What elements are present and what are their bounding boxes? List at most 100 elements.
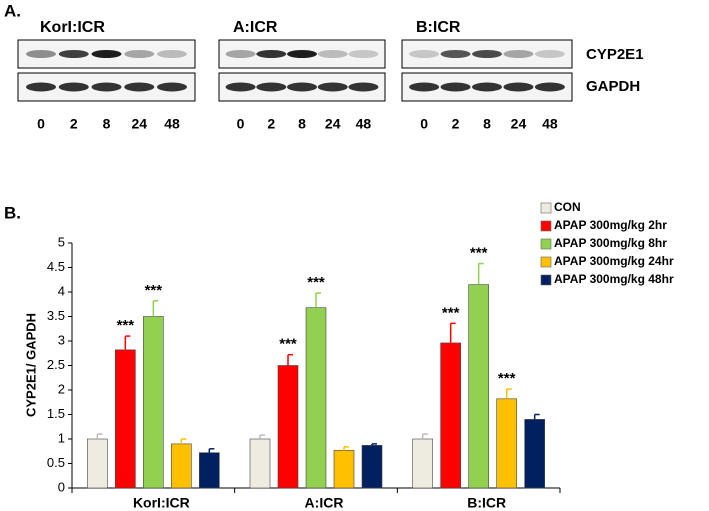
lane-label: 48 [542, 116, 558, 132]
bar [361, 445, 383, 489]
significance: *** [117, 317, 135, 334]
blot-band [58, 50, 89, 58]
lane-label: 2 [452, 116, 460, 132]
y-tick-label: 0 [58, 479, 65, 494]
y-tick-label: 3 [58, 332, 65, 347]
blot-band [58, 82, 89, 92]
x-tick-label: B:ICR [467, 495, 506, 511]
blot-band [256, 50, 287, 58]
significance: *** [145, 282, 163, 299]
bar [171, 443, 192, 489]
lane-label: 24 [325, 116, 341, 132]
blot-band [91, 82, 122, 92]
lane-label: 8 [483, 116, 491, 132]
y-tick-label: 3.5 [47, 308, 65, 323]
blot-band [348, 50, 379, 58]
lane-label: 0 [237, 116, 245, 132]
blot-band [472, 50, 502, 58]
y-tick-label: 2 [58, 381, 65, 396]
blot-band [534, 50, 565, 58]
group-label: KorI:ICR [40, 19, 105, 36]
blot-band [348, 82, 379, 92]
bar [496, 398, 517, 489]
panel-label: A. [4, 1, 21, 20]
legend-swatch [540, 220, 552, 232]
bar [87, 438, 108, 489]
blot-band [287, 50, 317, 58]
lane-label: 0 [37, 116, 45, 132]
group-label: B:ICR [416, 19, 461, 36]
bar [115, 349, 136, 489]
x-tick-label: KorI:ICR [133, 495, 190, 511]
lane-label: 48 [164, 116, 180, 132]
bar [249, 438, 271, 489]
blot-band [409, 50, 440, 58]
blot-band [472, 82, 502, 92]
blot-band [440, 82, 471, 92]
bar [305, 307, 327, 489]
y-tick-label: 1.5 [47, 406, 65, 421]
bar [412, 438, 433, 489]
legend-swatch [540, 238, 552, 250]
blot-band [156, 50, 187, 58]
blot-band [91, 50, 122, 58]
panel-label: B. [4, 203, 21, 222]
legend-swatch [540, 274, 552, 286]
blot-band [409, 82, 440, 92]
blot-band [124, 50, 155, 58]
bar [199, 452, 220, 489]
y-axis-title: CYP2E1/ GAPDH [23, 313, 38, 417]
blot-band [317, 50, 348, 58]
blot-band [156, 82, 187, 92]
significance: *** [470, 245, 488, 262]
legend-label: APAP 300mg/kg 2hr [554, 218, 667, 232]
legend-label: APAP 300mg/kg 8hr [554, 236, 667, 250]
significance: *** [279, 336, 297, 353]
legend-swatch [540, 202, 552, 214]
blot-band [225, 82, 256, 92]
bar [440, 342, 461, 489]
blot-band [534, 82, 565, 92]
lane-label: 8 [103, 116, 111, 132]
y-tick-label: 1 [58, 430, 65, 445]
lane-label: 24 [131, 116, 147, 132]
bar [333, 449, 355, 489]
blot-band [503, 82, 534, 92]
bar [524, 419, 545, 489]
blot-band [503, 50, 534, 58]
blot-band [26, 50, 57, 58]
blot-band [317, 82, 348, 92]
y-tick-label: 2.5 [47, 357, 65, 372]
lane-label: 48 [356, 116, 372, 132]
y-tick-label: 4 [58, 283, 65, 298]
legend-label: CON [554, 200, 581, 214]
legend-label: APAP 300mg/kg 24hr [554, 254, 674, 268]
lane-label: 2 [70, 116, 78, 132]
y-tick-label: 4.5 [47, 259, 65, 274]
blot-band [256, 82, 287, 92]
legend-label: APAP 300mg/kg 48hr [554, 272, 674, 286]
bar [143, 316, 164, 489]
lane-label: 2 [267, 116, 275, 132]
y-tick-label: 5 [58, 234, 65, 249]
bar [277, 365, 299, 489]
protein-label: CYP2E1 [586, 46, 644, 63]
lane-label: 8 [298, 116, 306, 132]
x-tick-label: A:ICR [305, 495, 344, 511]
legend-swatch [540, 256, 552, 268]
blot-band [225, 50, 256, 58]
significance: *** [498, 370, 516, 387]
blot-band [26, 82, 57, 92]
bar [468, 284, 489, 489]
lane-label: 24 [511, 116, 527, 132]
blot-band [287, 82, 317, 92]
significance: *** [442, 304, 460, 321]
protein-label: GAPDH [586, 78, 640, 95]
significance: *** [307, 274, 325, 291]
blot-band [440, 50, 471, 58]
blot-band [124, 82, 155, 92]
group-label: A:ICR [233, 19, 278, 36]
lane-label: 0 [420, 116, 428, 132]
y-tick-label: 0.5 [47, 455, 65, 470]
